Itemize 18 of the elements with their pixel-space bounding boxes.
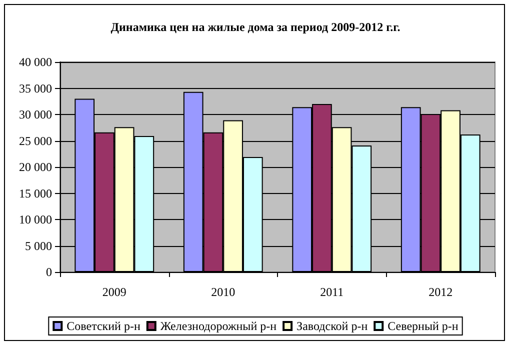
chart-title: Динамика цен на жилые дома за период 2009-2012 г.г. bbox=[110, 20, 400, 34]
legend-label: Северный р-н bbox=[388, 319, 459, 333]
x-tick-label: 2012 bbox=[428, 285, 453, 299]
y-tick-label: 0 bbox=[46, 265, 52, 279]
x-tick-label: 2011 bbox=[320, 285, 344, 299]
y-tick-label: 25 000 bbox=[19, 134, 52, 148]
y-tick-label: 5 000 bbox=[25, 238, 52, 253]
y-tick-label: 40 000 bbox=[19, 55, 52, 69]
y-tick-label: 30 000 bbox=[19, 108, 52, 122]
legend-label: Заводской р-н bbox=[296, 319, 368, 333]
legend-label: Железнодорожный р-н bbox=[160, 319, 278, 333]
legend-label: Советский р-н bbox=[66, 319, 141, 333]
x-tick-label: 2009 bbox=[102, 285, 126, 299]
y-tick-label: 20 000 bbox=[19, 160, 52, 174]
y-tick-label: 35 000 bbox=[19, 81, 52, 96]
y-tick-label: 10 000 bbox=[19, 212, 52, 226]
x-tick-label: 2010 bbox=[211, 285, 236, 299]
y-tick-label: 15 000 bbox=[19, 186, 52, 200]
